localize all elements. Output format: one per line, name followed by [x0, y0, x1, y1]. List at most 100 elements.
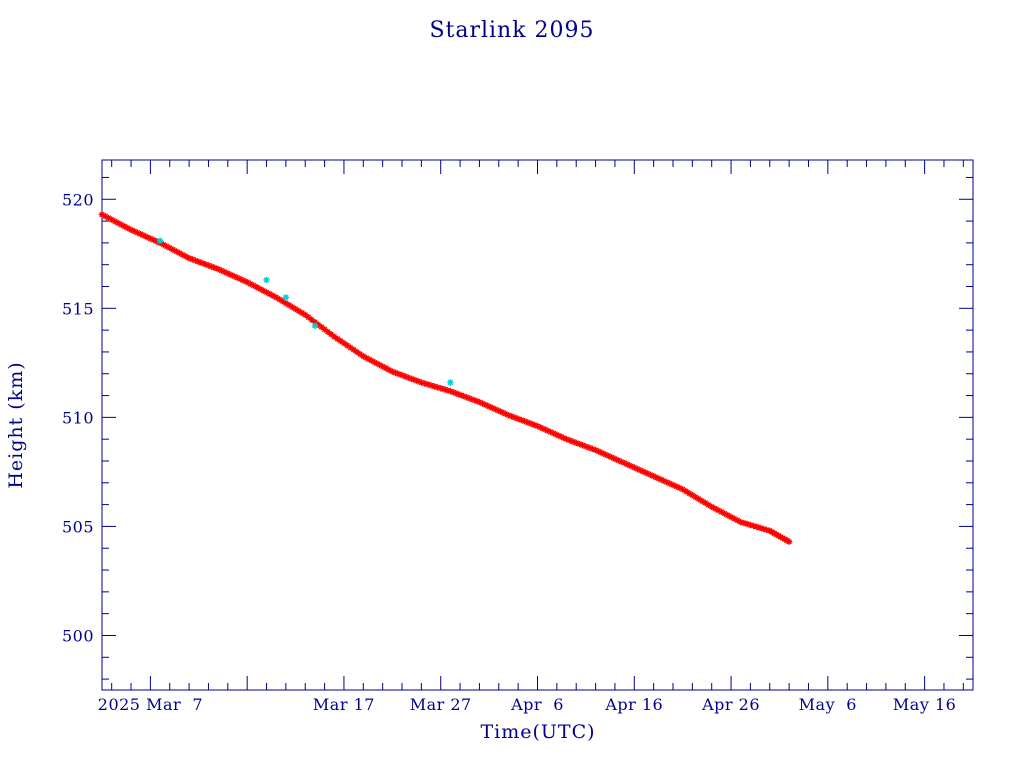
marker-stroke: [660, 477, 667, 484]
marker-stroke: [325, 329, 331, 335]
data-point: [785, 538, 793, 545]
marker-stroke: [683, 488, 689, 495]
y-axis-label: Height (km): [5, 361, 27, 488]
y-tick-label: 500: [62, 626, 94, 645]
marker-stroke: [550, 430, 557, 437]
marker-stroke: [383, 365, 389, 371]
x-tick-label: Apr 16: [604, 695, 663, 714]
marker-stroke: [147, 235, 154, 242]
marker-stroke: [276, 296, 283, 303]
marker-stroke: [534, 423, 541, 429]
marker-stroke: [225, 270, 231, 277]
marker-stroke: [308, 316, 315, 323]
marker-stroke: [599, 450, 605, 456]
marker-stroke: [250, 282, 257, 289]
data-point: [350, 346, 357, 353]
marker-stroke: [337, 338, 344, 344]
marker-stroke: [615, 457, 621, 463]
secondary-data-point: [282, 294, 290, 301]
marker-stroke: [328, 331, 334, 337]
secondary-data-point: [447, 379, 454, 386]
marker-stroke: [634, 466, 641, 472]
marker-stroke: [221, 269, 228, 275]
marker-stroke: [667, 480, 673, 487]
marker-stroke: [334, 336, 341, 342]
marker-stroke: [241, 277, 247, 284]
marker-stroke: [102, 213, 108, 219]
marker-stroke: [721, 510, 728, 517]
marker-stroke: [734, 517, 741, 524]
marker-stroke: [312, 323, 318, 329]
secondary-data-point: [156, 237, 164, 244]
marker-stroke: [537, 424, 544, 431]
marker-stroke: [544, 427, 550, 434]
marker-stroke: [647, 472, 654, 478]
marker-stroke: [121, 223, 128, 230]
x-axis-label: Time(UTC): [480, 721, 595, 743]
marker-stroke: [270, 292, 276, 299]
marker-stroke: [112, 218, 118, 225]
marker-stroke: [486, 403, 492, 410]
marker-stroke: [357, 351, 363, 357]
marker-stroke: [625, 461, 631, 468]
marker-stroke: [144, 234, 150, 240]
x-tick-label: May 16: [893, 695, 956, 714]
y-tick-label: 515: [62, 299, 94, 318]
chart-title: Starlink 2095: [429, 18, 594, 43]
marker-stroke: [379, 363, 386, 370]
marker-stroke: [260, 287, 267, 294]
data-point: [134, 229, 141, 236]
axis-ticks: [102, 160, 973, 690]
marker-stroke: [373, 360, 379, 366]
marker-stroke: [602, 451, 608, 458]
marker-stroke: [663, 479, 670, 485]
marker-stroke: [257, 286, 263, 292]
marker-stroke: [137, 231, 144, 237]
marker-stroke: [557, 433, 563, 440]
y-tick-label: 520: [62, 190, 94, 209]
marker-stroke: [273, 294, 279, 301]
marker-stroke: [115, 220, 121, 226]
marker-stroke: [283, 300, 289, 306]
marker-stroke: [499, 409, 505, 416]
marker-stroke: [134, 229, 141, 236]
marker-stroke: [231, 273, 237, 280]
marker-stroke: [354, 349, 360, 355]
marker-stroke: [179, 252, 186, 258]
marker-stroke: [692, 494, 699, 500]
data-point: [627, 462, 635, 470]
marker-stroke: [686, 490, 692, 496]
x-tick-label: Apr 26: [701, 695, 760, 714]
marker-stroke: [118, 221, 125, 228]
marker-stroke: [247, 281, 254, 287]
x-tick-label: Mar 17: [313, 695, 375, 714]
marker-stroke: [670, 482, 676, 488]
marker-stroke: [283, 294, 289, 301]
marker-stroke: [547, 429, 554, 435]
marker-stroke: [718, 509, 725, 515]
marker-stroke: [605, 453, 612, 459]
marker-stroke: [305, 314, 312, 321]
marker-stroke: [157, 237, 163, 244]
marker-stroke: [560, 434, 567, 441]
marker-stroke: [360, 353, 367, 360]
marker-stroke: [483, 402, 489, 408]
marker-stroke: [292, 306, 299, 312]
marker-stroke: [650, 473, 657, 479]
marker-stroke: [150, 237, 157, 243]
marker-stroke: [657, 476, 663, 482]
marker-stroke: [370, 358, 376, 365]
marker-stroke: [715, 507, 721, 513]
marker-stroke: [679, 486, 686, 493]
data-point: [734, 517, 741, 524]
marker-stroke: [631, 464, 638, 471]
marker-stroke: [699, 498, 705, 504]
marker-stroke: [363, 355, 370, 361]
marker-stroke: [541, 426, 547, 432]
data-point: [595, 448, 602, 455]
data-markers: [98, 211, 793, 545]
marker-stroke: [376, 362, 383, 368]
marker-stroke: [125, 225, 131, 231]
marker-stroke: [302, 312, 308, 318]
